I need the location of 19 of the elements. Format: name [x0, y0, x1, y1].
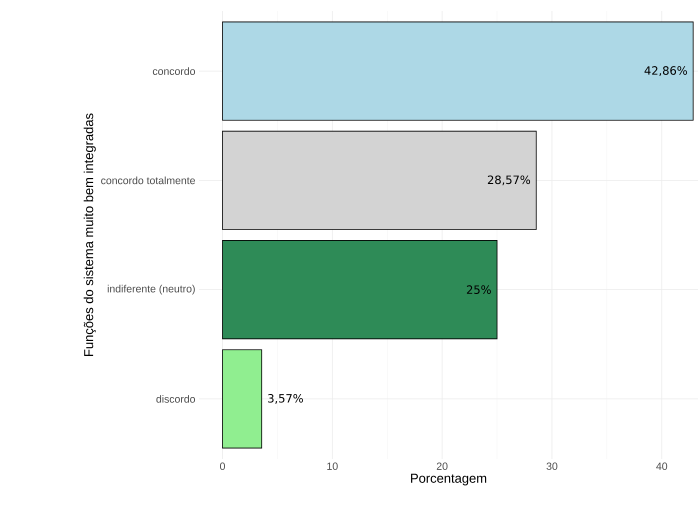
data-label: 3,57%: [268, 394, 303, 404]
x-axis-title: Porcentagem: [411, 474, 486, 486]
x-tick-label: 30: [546, 462, 558, 470]
bar: [222, 22, 694, 121]
x-tick-label: 0: [220, 462, 225, 470]
x-tick-label: 20: [436, 462, 448, 470]
y-tick-label: concordo totalmente: [101, 176, 195, 184]
y-tick-label: discordo: [156, 395, 196, 403]
x-tick-label: 40: [656, 462, 668, 470]
y-tick-label: concordo: [152, 67, 196, 75]
y-tick-label: indiferente (neutro): [108, 284, 195, 295]
data-label: 28,57%: [488, 175, 530, 186]
bar: [222, 130, 537, 230]
bar: [222, 349, 262, 448]
x-tick-label: 10: [327, 462, 338, 470]
y-axis-title: Funções do sistema muito bem integradas: [84, 113, 96, 356]
bar: [222, 240, 498, 340]
data-label: 42,86%: [644, 66, 688, 76]
data-label: 25%: [466, 285, 491, 294]
